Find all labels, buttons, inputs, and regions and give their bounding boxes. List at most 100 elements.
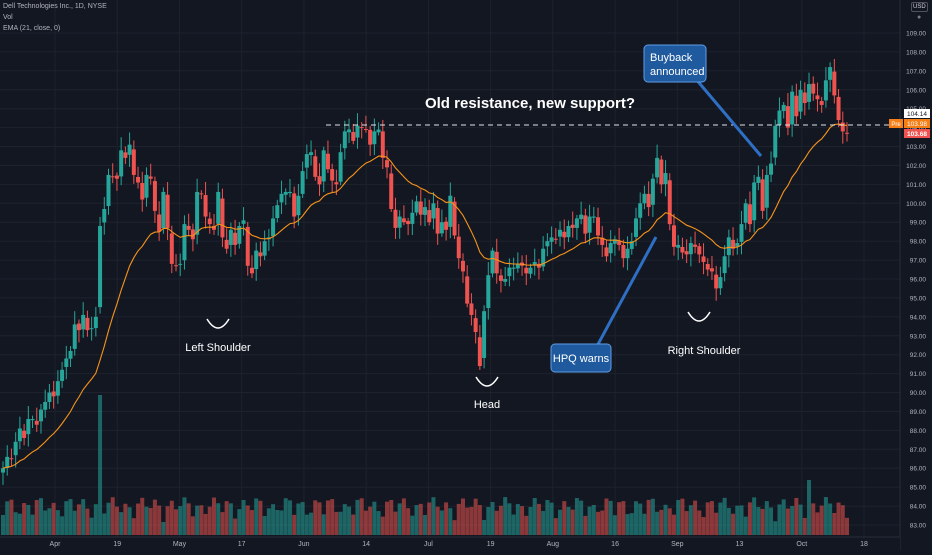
candle-body xyxy=(781,104,786,112)
candle-body xyxy=(325,153,330,170)
price-axis-panel[interactable] xyxy=(900,0,932,550)
price-label-box-3 xyxy=(904,129,930,138)
candle xyxy=(275,199,280,223)
candle-body xyxy=(511,267,516,269)
candle xyxy=(629,232,634,255)
candle xyxy=(418,189,423,226)
candle-body xyxy=(296,195,301,216)
candle-body xyxy=(524,267,529,274)
volume-bar xyxy=(182,497,187,535)
candle-body xyxy=(671,225,676,247)
candle-body xyxy=(811,83,816,94)
candle-body xyxy=(693,244,698,247)
candle-body xyxy=(81,314,86,330)
candle-body xyxy=(372,131,377,145)
candle-body xyxy=(418,201,423,215)
volume-bar xyxy=(376,511,381,535)
candle xyxy=(634,207,638,247)
candle xyxy=(228,222,233,257)
volume-bar xyxy=(148,508,153,535)
candle-body xyxy=(596,217,601,236)
candle xyxy=(507,258,512,287)
candle-body xyxy=(292,193,297,217)
volume-bar xyxy=(845,517,849,535)
hpq-callout-box xyxy=(550,343,612,373)
candle-body xyxy=(486,275,491,308)
x-axis-ticks: Apr 19 May 17 Jun 14 Jul 19 Aug 16 Sep 13 Oct 18 xyxy=(50,541,868,548)
candle xyxy=(127,132,132,167)
candle-body xyxy=(195,191,200,235)
candle xyxy=(359,122,364,139)
x-tick-label: Jun xyxy=(298,541,309,548)
lock-icon[interactable]: ● xyxy=(917,14,922,21)
time-axis-panel[interactable] xyxy=(0,537,900,550)
volume-bar xyxy=(220,512,225,535)
y-tick-label: 101.00 xyxy=(906,182,926,189)
candle xyxy=(828,62,833,93)
candle-body xyxy=(777,110,782,126)
candle xyxy=(680,237,685,259)
volume-bar xyxy=(604,498,609,535)
candle-body xyxy=(401,218,406,223)
volume-bar xyxy=(747,502,752,535)
x-tick-label: Jul xyxy=(424,541,433,548)
hpq-callout-label: HPQ warns xyxy=(553,353,610,365)
candle-body xyxy=(98,226,103,308)
volume-bar xyxy=(617,502,622,535)
volume-bar xyxy=(89,517,94,535)
candle-body xyxy=(228,229,233,245)
candle-body xyxy=(701,256,706,262)
candle xyxy=(254,242,259,281)
volume-bar xyxy=(452,520,457,535)
candle-body xyxy=(300,171,305,194)
candle-body xyxy=(237,226,242,244)
candle-body xyxy=(207,218,212,225)
y-tick-label: 91.00 xyxy=(910,371,927,378)
volume-bar xyxy=(123,503,128,535)
candle xyxy=(60,361,65,388)
candle-body xyxy=(249,267,254,274)
candle-body xyxy=(456,236,461,259)
candle-body xyxy=(47,392,52,402)
volume-bar xyxy=(85,508,90,535)
candle xyxy=(473,309,478,344)
candle xyxy=(55,370,60,404)
volume-bar xyxy=(368,506,373,535)
candle xyxy=(165,182,170,240)
y-tick-label: 99.00 xyxy=(910,220,927,227)
volume-bar xyxy=(612,515,617,535)
candle xyxy=(642,185,647,210)
volume-bar xyxy=(473,498,478,535)
candle-body xyxy=(17,428,22,442)
volume-bar xyxy=(258,500,263,535)
candle-body xyxy=(334,182,339,185)
volume-bar xyxy=(545,499,550,535)
candle-body xyxy=(397,216,402,228)
candle xyxy=(460,253,465,283)
volume-bar xyxy=(460,498,465,535)
candle-body xyxy=(566,226,571,238)
candle-body xyxy=(465,276,470,304)
candle-body xyxy=(1,468,5,473)
candle-body xyxy=(385,160,390,168)
volume-bar xyxy=(697,510,702,535)
candle-body xyxy=(739,224,744,242)
volume-bar xyxy=(705,502,710,535)
candle-body xyxy=(258,252,263,257)
x-tick-label: 19 xyxy=(113,541,121,548)
volume-bar xyxy=(722,497,727,535)
candle xyxy=(558,221,563,247)
currency-badge[interactable]: USD xyxy=(911,2,928,12)
candle-body xyxy=(38,409,43,422)
candle-body xyxy=(22,430,27,438)
candle-body xyxy=(102,208,107,223)
volume-bar xyxy=(317,502,322,535)
candle-body xyxy=(591,216,596,218)
candle xyxy=(22,424,27,446)
candle-body xyxy=(625,248,630,259)
candle-body xyxy=(9,458,14,460)
volume-bar xyxy=(106,502,111,535)
volume-bar xyxy=(389,499,394,535)
